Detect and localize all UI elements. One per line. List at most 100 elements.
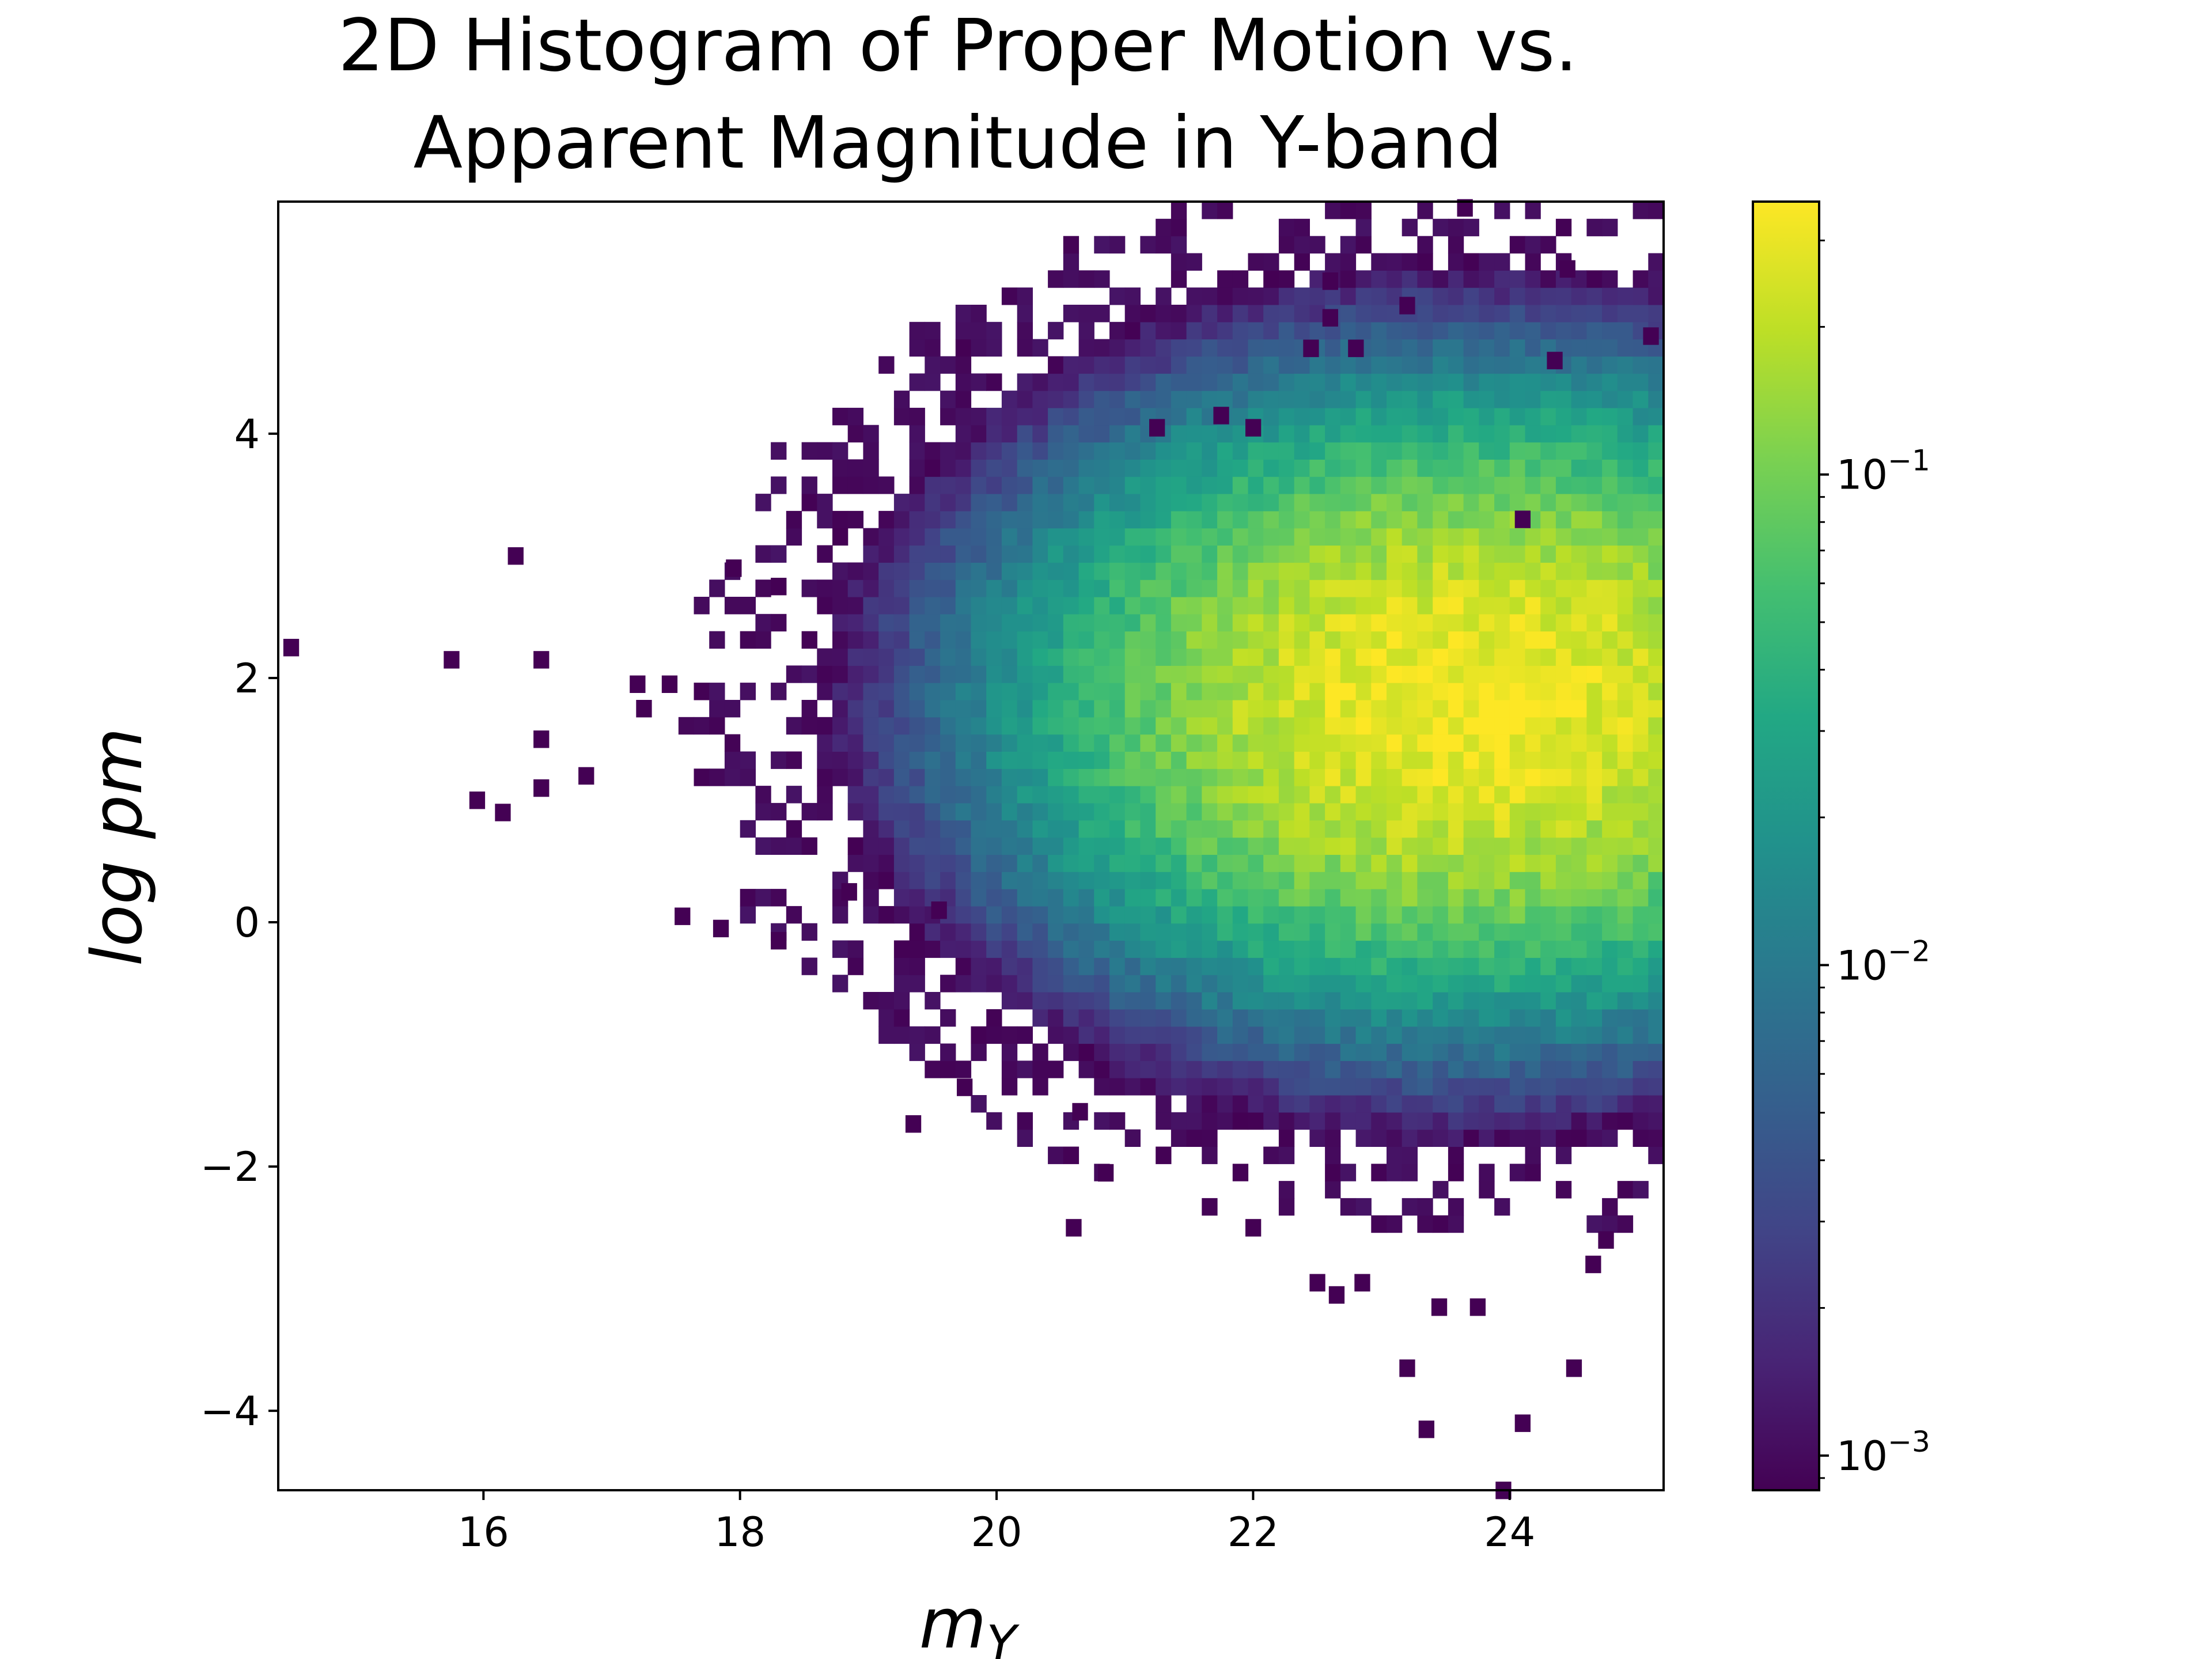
- histogram-bin: [1001, 631, 1018, 649]
- histogram-outlier-bin: [1514, 1414, 1531, 1432]
- histogram-bin: [1494, 940, 1510, 958]
- histogram-bin: [1525, 202, 1541, 219]
- histogram-bin: [1555, 305, 1572, 323]
- histogram-bin: [1294, 700, 1310, 718]
- histogram-outlier-bin: [495, 804, 511, 821]
- histogram-bin: [786, 717, 802, 735]
- histogram-bin: [955, 597, 972, 615]
- histogram-bin: [1525, 906, 1541, 924]
- histogram-bin: [847, 940, 863, 958]
- histogram-bin: [1617, 1095, 1634, 1113]
- histogram-outlier-bin: [675, 907, 691, 925]
- histogram-bin: [878, 510, 895, 529]
- histogram-bin: [1094, 786, 1110, 804]
- histogram-bin: [893, 683, 910, 700]
- histogram-bin: [1063, 768, 1080, 786]
- histogram-bin: [1294, 906, 1310, 924]
- histogram-bin: [1156, 321, 1172, 340]
- histogram-bin: [1278, 1026, 1295, 1044]
- histogram-bin: [909, 631, 925, 649]
- histogram-bin: [986, 373, 1002, 391]
- histogram-bin: [1571, 476, 1587, 494]
- histogram-bin: [1263, 476, 1279, 494]
- histogram-bin: [1479, 459, 1495, 477]
- histogram-bin: [1402, 425, 1418, 443]
- histogram-bin: [847, 562, 863, 580]
- histogram-bin: [1063, 253, 1080, 271]
- histogram-bin: [1124, 786, 1141, 804]
- histogram-bin: [1017, 734, 1033, 752]
- histogram-bin: [1555, 459, 1572, 477]
- histogram-bin: [909, 975, 925, 993]
- histogram-bin: [847, 407, 863, 426]
- histogram-bin: [1001, 957, 1018, 975]
- histogram-bin: [1171, 579, 1187, 597]
- histogram-bin: [1371, 734, 1387, 752]
- histogram-bin: [1248, 356, 1264, 374]
- histogram-bin: [893, 854, 910, 872]
- histogram-bin: [1109, 597, 1126, 615]
- histogram-bin: [1048, 562, 1064, 580]
- histogram-bin: [1156, 476, 1172, 494]
- histogram-bin: [878, 613, 895, 632]
- histogram-bin: [1417, 373, 1433, 391]
- histogram-bin: [1648, 391, 1664, 408]
- histogram-bin: [878, 751, 895, 769]
- histogram-bin: [801, 579, 817, 597]
- histogram-bin: [1586, 1215, 1603, 1233]
- histogram-bin: [1540, 665, 1556, 683]
- histogram-bin: [1433, 923, 1449, 941]
- histogram-bin: [1648, 1112, 1664, 1130]
- histogram-bin: [1555, 683, 1572, 700]
- histogram-bin: [1340, 820, 1357, 838]
- histogram-bin: [1433, 391, 1449, 408]
- histogram-bin: [878, 854, 895, 872]
- histogram-bin: [1479, 648, 1495, 666]
- histogram-bin: [1294, 459, 1310, 477]
- histogram-bin: [1355, 786, 1372, 804]
- histogram-bin: [1017, 391, 1033, 408]
- histogram-bin: [878, 837, 895, 855]
- histogram-bin: [1294, 579, 1310, 597]
- histogram-bin: [1555, 1043, 1572, 1061]
- histogram-bin: [1402, 683, 1418, 700]
- histogram-bin: [925, 631, 941, 649]
- histogram-bin: [1525, 613, 1541, 632]
- histogram-bin: [1463, 1129, 1479, 1147]
- histogram-bin: [1340, 717, 1357, 735]
- histogram-bin: [1278, 802, 1295, 821]
- histogram-bin: [1140, 321, 1156, 340]
- histogram-bin: [1171, 665, 1187, 683]
- histogram-bin: [1463, 494, 1479, 512]
- histogram-bin: [1648, 494, 1664, 512]
- histogram-bin: [1294, 802, 1310, 821]
- histogram-bin: [1602, 1198, 1618, 1216]
- histogram-bin: [1494, 373, 1510, 391]
- histogram-bin: [1278, 1146, 1295, 1164]
- histogram-bin: [1540, 459, 1556, 477]
- histogram-bin: [940, 391, 956, 408]
- histogram-bin: [1586, 992, 1603, 1010]
- histogram-bin: [1417, 562, 1433, 580]
- histogram-bin: [1540, 494, 1556, 512]
- histogram-bin: [1417, 236, 1433, 254]
- histogram-bin: [1294, 407, 1310, 426]
- histogram-bin: [1124, 1043, 1141, 1061]
- histogram-bin: [1602, 854, 1618, 872]
- histogram-bin: [955, 854, 972, 872]
- histogram-bin: [1494, 253, 1510, 271]
- histogram-bin: [1571, 820, 1587, 838]
- histogram-bin: [1371, 562, 1387, 580]
- colorbar-tick-label: 10−2: [1836, 934, 1930, 989]
- histogram-bin: [1171, 545, 1187, 563]
- histogram-bin: [1463, 339, 1479, 357]
- histogram-bin: [1309, 872, 1325, 889]
- histogram-bin: [893, 786, 910, 804]
- histogram-bin: [1186, 734, 1202, 752]
- histogram-bin: [1355, 854, 1372, 872]
- histogram-bin: [1648, 562, 1664, 580]
- histogram-bin: [1278, 700, 1295, 718]
- histogram-bin: [1448, 957, 1464, 975]
- histogram-bin: [1571, 837, 1587, 855]
